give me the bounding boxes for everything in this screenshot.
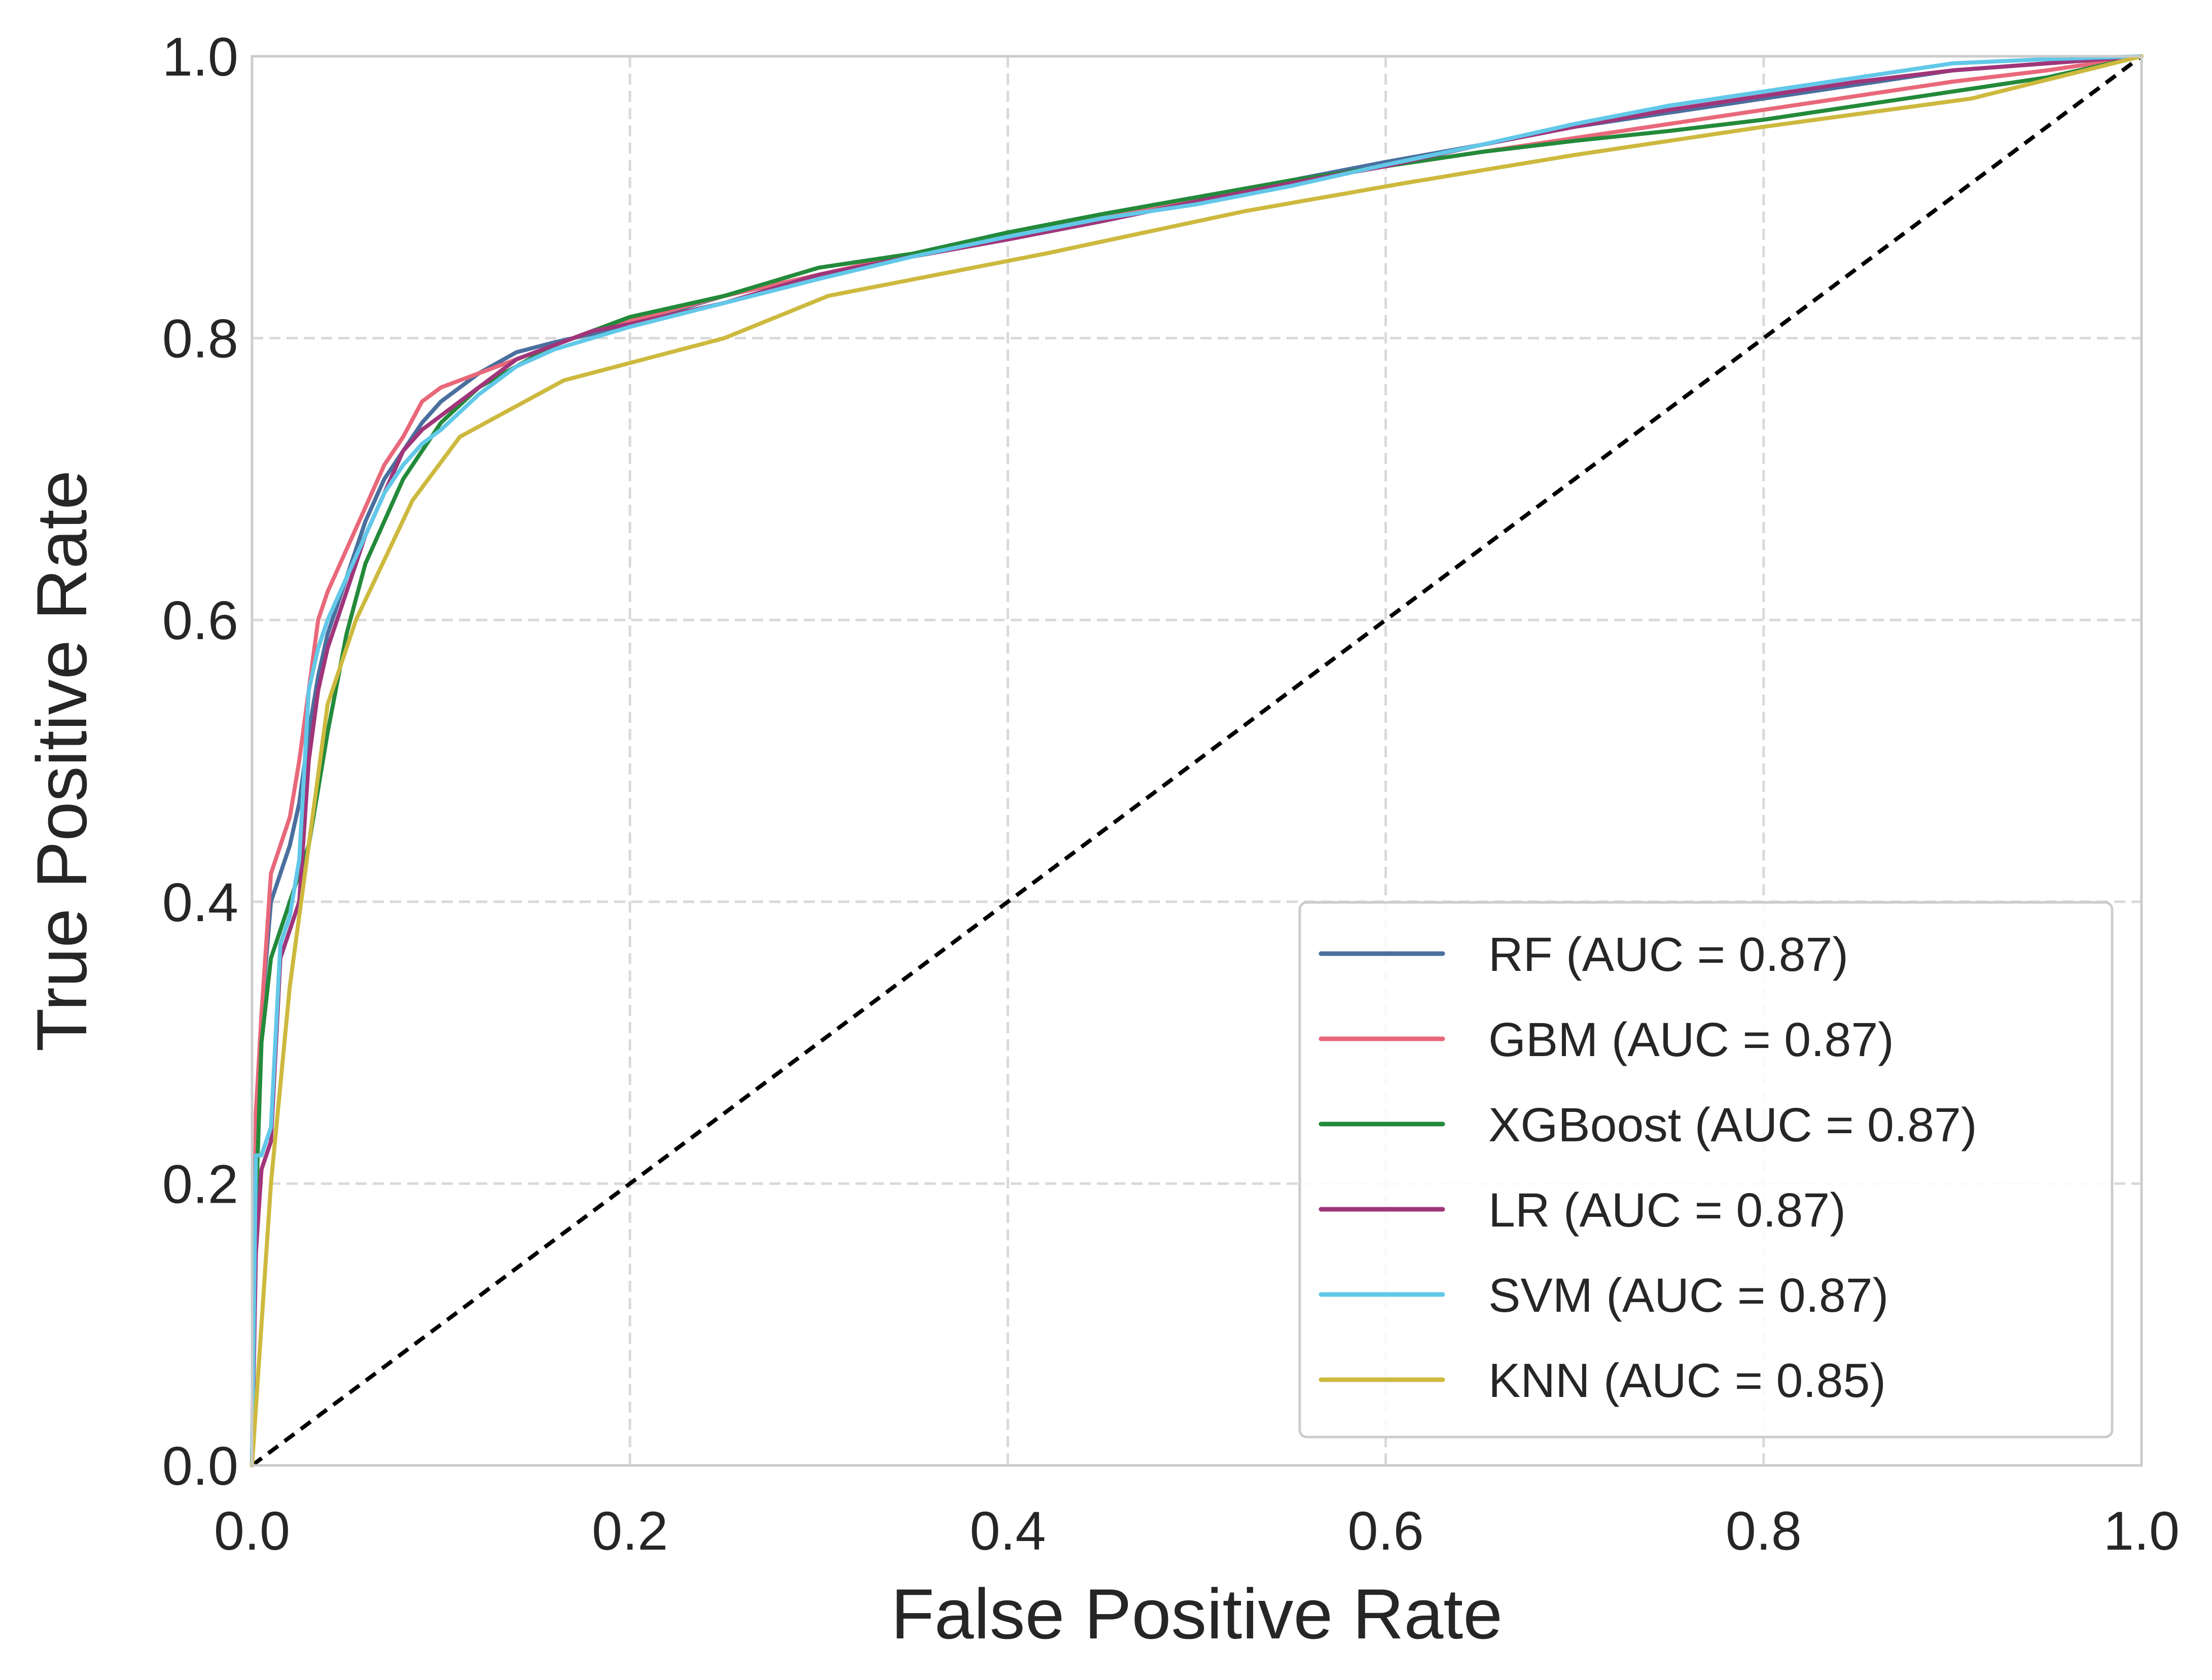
- y-tick-label: 0.8: [162, 308, 238, 369]
- legend-box: [1298, 901, 2114, 1439]
- legend-label: RF (AUC = 0.87): [1488, 928, 1848, 982]
- legend-label: SVM (AUC = 0.87): [1488, 1269, 1888, 1322]
- reference-diagonal-line: [251, 54, 2143, 1467]
- legend-label: LR (AUC = 0.87): [1488, 1183, 1846, 1237]
- legend-label: XGBoost (AUC = 0.87): [1488, 1098, 1977, 1152]
- x-tick-label: 0.6: [1348, 1500, 1424, 1561]
- legend-label: KNN (AUC = 0.85): [1488, 1354, 1886, 1408]
- y-tick-label: 0.0: [162, 1435, 238, 1496]
- legend-label: GBM (AUC = 0.87): [1488, 1013, 1894, 1067]
- series-group: [250, 54, 2144, 1467]
- x-axis-title: False Positive Rate: [891, 1574, 1503, 1654]
- legend: RF (AUC = 0.87) GBM (AUC = 0.87) XGBoost (…: [1298, 901, 2114, 1439]
- x-tick-label: 0.4: [970, 1500, 1046, 1561]
- y-axis-ticks: 0.0 0.2 0.4 0.6 0.8 1.0: [162, 26, 238, 1496]
- x-tick-label: 0.8: [1726, 1500, 1802, 1561]
- x-axis-ticks: 0.0 0.2 0.4 0.6 0.8 1.0: [214, 1500, 2180, 1561]
- y-tick-label: 0.4: [162, 871, 238, 933]
- x-tick-label: 1.0: [2103, 1500, 2180, 1561]
- y-tick-label: 0.6: [162, 589, 238, 651]
- y-axis-title: True Positive Rate: [22, 470, 101, 1052]
- x-tick-label: 0.0: [214, 1500, 290, 1561]
- x-tick-label: 0.2: [592, 1500, 668, 1561]
- legend-items: RF (AUC = 0.87) GBM (AUC = 0.87) XGBoost (…: [1318, 928, 1977, 1408]
- plot-frame: [251, 55, 2143, 1467]
- series-line-6: [250, 54, 2144, 1467]
- y-tick-label: 0.2: [162, 1153, 238, 1214]
- y-tick-label: 1.0: [162, 26, 238, 87]
- series-line-5: [250, 54, 2144, 1467]
- reference-line-group: [251, 54, 2143, 1467]
